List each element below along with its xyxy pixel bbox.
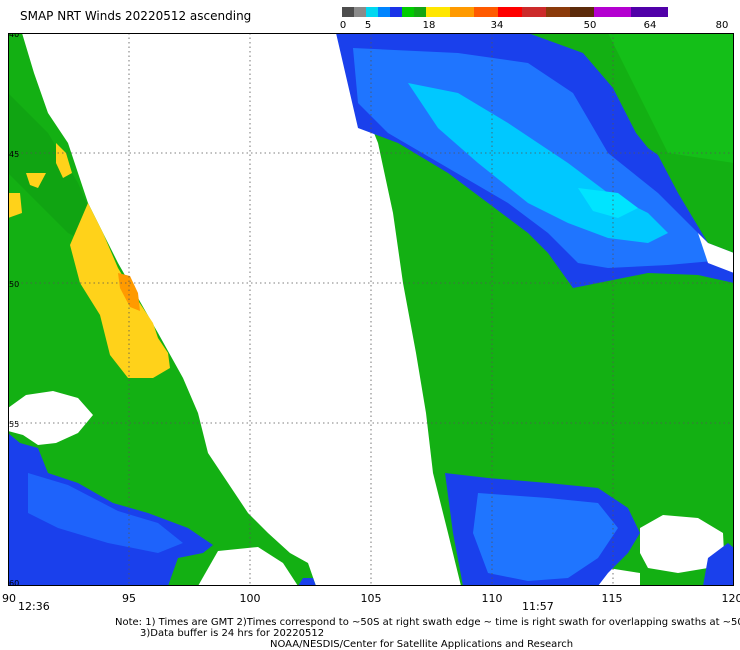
right-swath-cyan-core	[578, 188, 638, 218]
left-swath-orange	[118, 273, 140, 311]
colorbar-tick-label: 64	[643, 20, 657, 31]
left-swath-green	[8, 33, 316, 586]
colorbar-segment	[474, 7, 498, 17]
left-swath-dark-band	[8, 93, 108, 253]
x-tick-label: 105	[360, 592, 382, 605]
colorbar-segment	[354, 7, 366, 17]
left-swath-yellow-spot-c	[8, 193, 22, 218]
y-tick-label: 60	[9, 579, 19, 586]
colorbar-segment	[631, 7, 668, 17]
colorbar-ticks: 0 5 18 34 50 64 80	[0, 20, 740, 34]
y-tick-label: 55	[9, 420, 19, 429]
colorbar-tick-label: 80	[715, 20, 729, 31]
left-swath-white-gap	[8, 391, 93, 445]
colorbar-segment	[402, 7, 414, 17]
x-tick-label: 115	[601, 592, 623, 605]
right-swath-green-upper	[548, 33, 734, 163]
left-swath-yellow	[70, 203, 170, 378]
left-swath-blue-light	[28, 473, 183, 553]
wind-map: 40 45 50 55 60	[8, 33, 734, 586]
right-swath-blue-lower-light	[473, 493, 618, 581]
colorbar-tick-label: 18	[422, 20, 436, 31]
colorbar-segment	[450, 7, 474, 17]
colorbar-segment	[378, 7, 390, 17]
left-swath-blue-tip	[298, 578, 316, 586]
colorbar-segment	[390, 7, 402, 17]
colorbar	[342, 7, 668, 17]
note-line-3: NOAA/NESDIS/Center for Satellite Applica…	[270, 639, 574, 650]
left-swath-white-corner	[198, 547, 298, 586]
colorbar-segment	[342, 7, 354, 17]
colorbar-segment	[414, 7, 426, 17]
colorbar-segment	[546, 7, 570, 17]
colorbar-segment	[570, 7, 594, 17]
x-tick-label: 100	[239, 592, 261, 605]
left-swath-yellow-spot-a	[56, 143, 72, 178]
right-swath-blue-corner	[703, 543, 734, 586]
x-tick-label: 110	[481, 592, 503, 605]
y-tick-label: 50	[9, 280, 19, 289]
y-axis-labels: 40 45 50 55 60	[9, 33, 19, 586]
colorbar-tick-label: 5	[364, 20, 372, 31]
y-tick-label: 45	[9, 150, 19, 159]
note-line-1: Note: 1) Times are GMT 2)Times correspon…	[115, 617, 740, 628]
colorbar-tick-label: 50	[583, 20, 597, 31]
colorbar-segment	[594, 7, 631, 17]
map-title: SMAP NRT Winds 20220512 ascending	[20, 9, 252, 23]
x-tick-label: 120	[721, 592, 740, 605]
right-swath-time: 11:57	[522, 600, 554, 613]
left-swath-time: 12:36	[18, 600, 50, 613]
colorbar-segment	[498, 7, 522, 17]
colorbar-tick-label: 34	[490, 20, 504, 31]
colorbar-segment	[426, 7, 450, 17]
left-swath-yellow-spot-b	[26, 173, 46, 188]
note-line-2: 3)Data buffer is 24 hrs for 20220512	[140, 628, 325, 639]
colorbar-segment	[366, 7, 378, 17]
y-tick-label: 40	[9, 33, 19, 39]
colorbar-tick-label: 0	[339, 20, 347, 31]
colorbar-segment	[522, 7, 546, 17]
x-tick-label: 95	[122, 592, 136, 605]
x-tick-label: 90	[2, 592, 16, 605]
right-swath-white-lower	[640, 515, 724, 573]
map-frame	[8, 33, 734, 586]
right-swath-white-right	[698, 233, 734, 273]
